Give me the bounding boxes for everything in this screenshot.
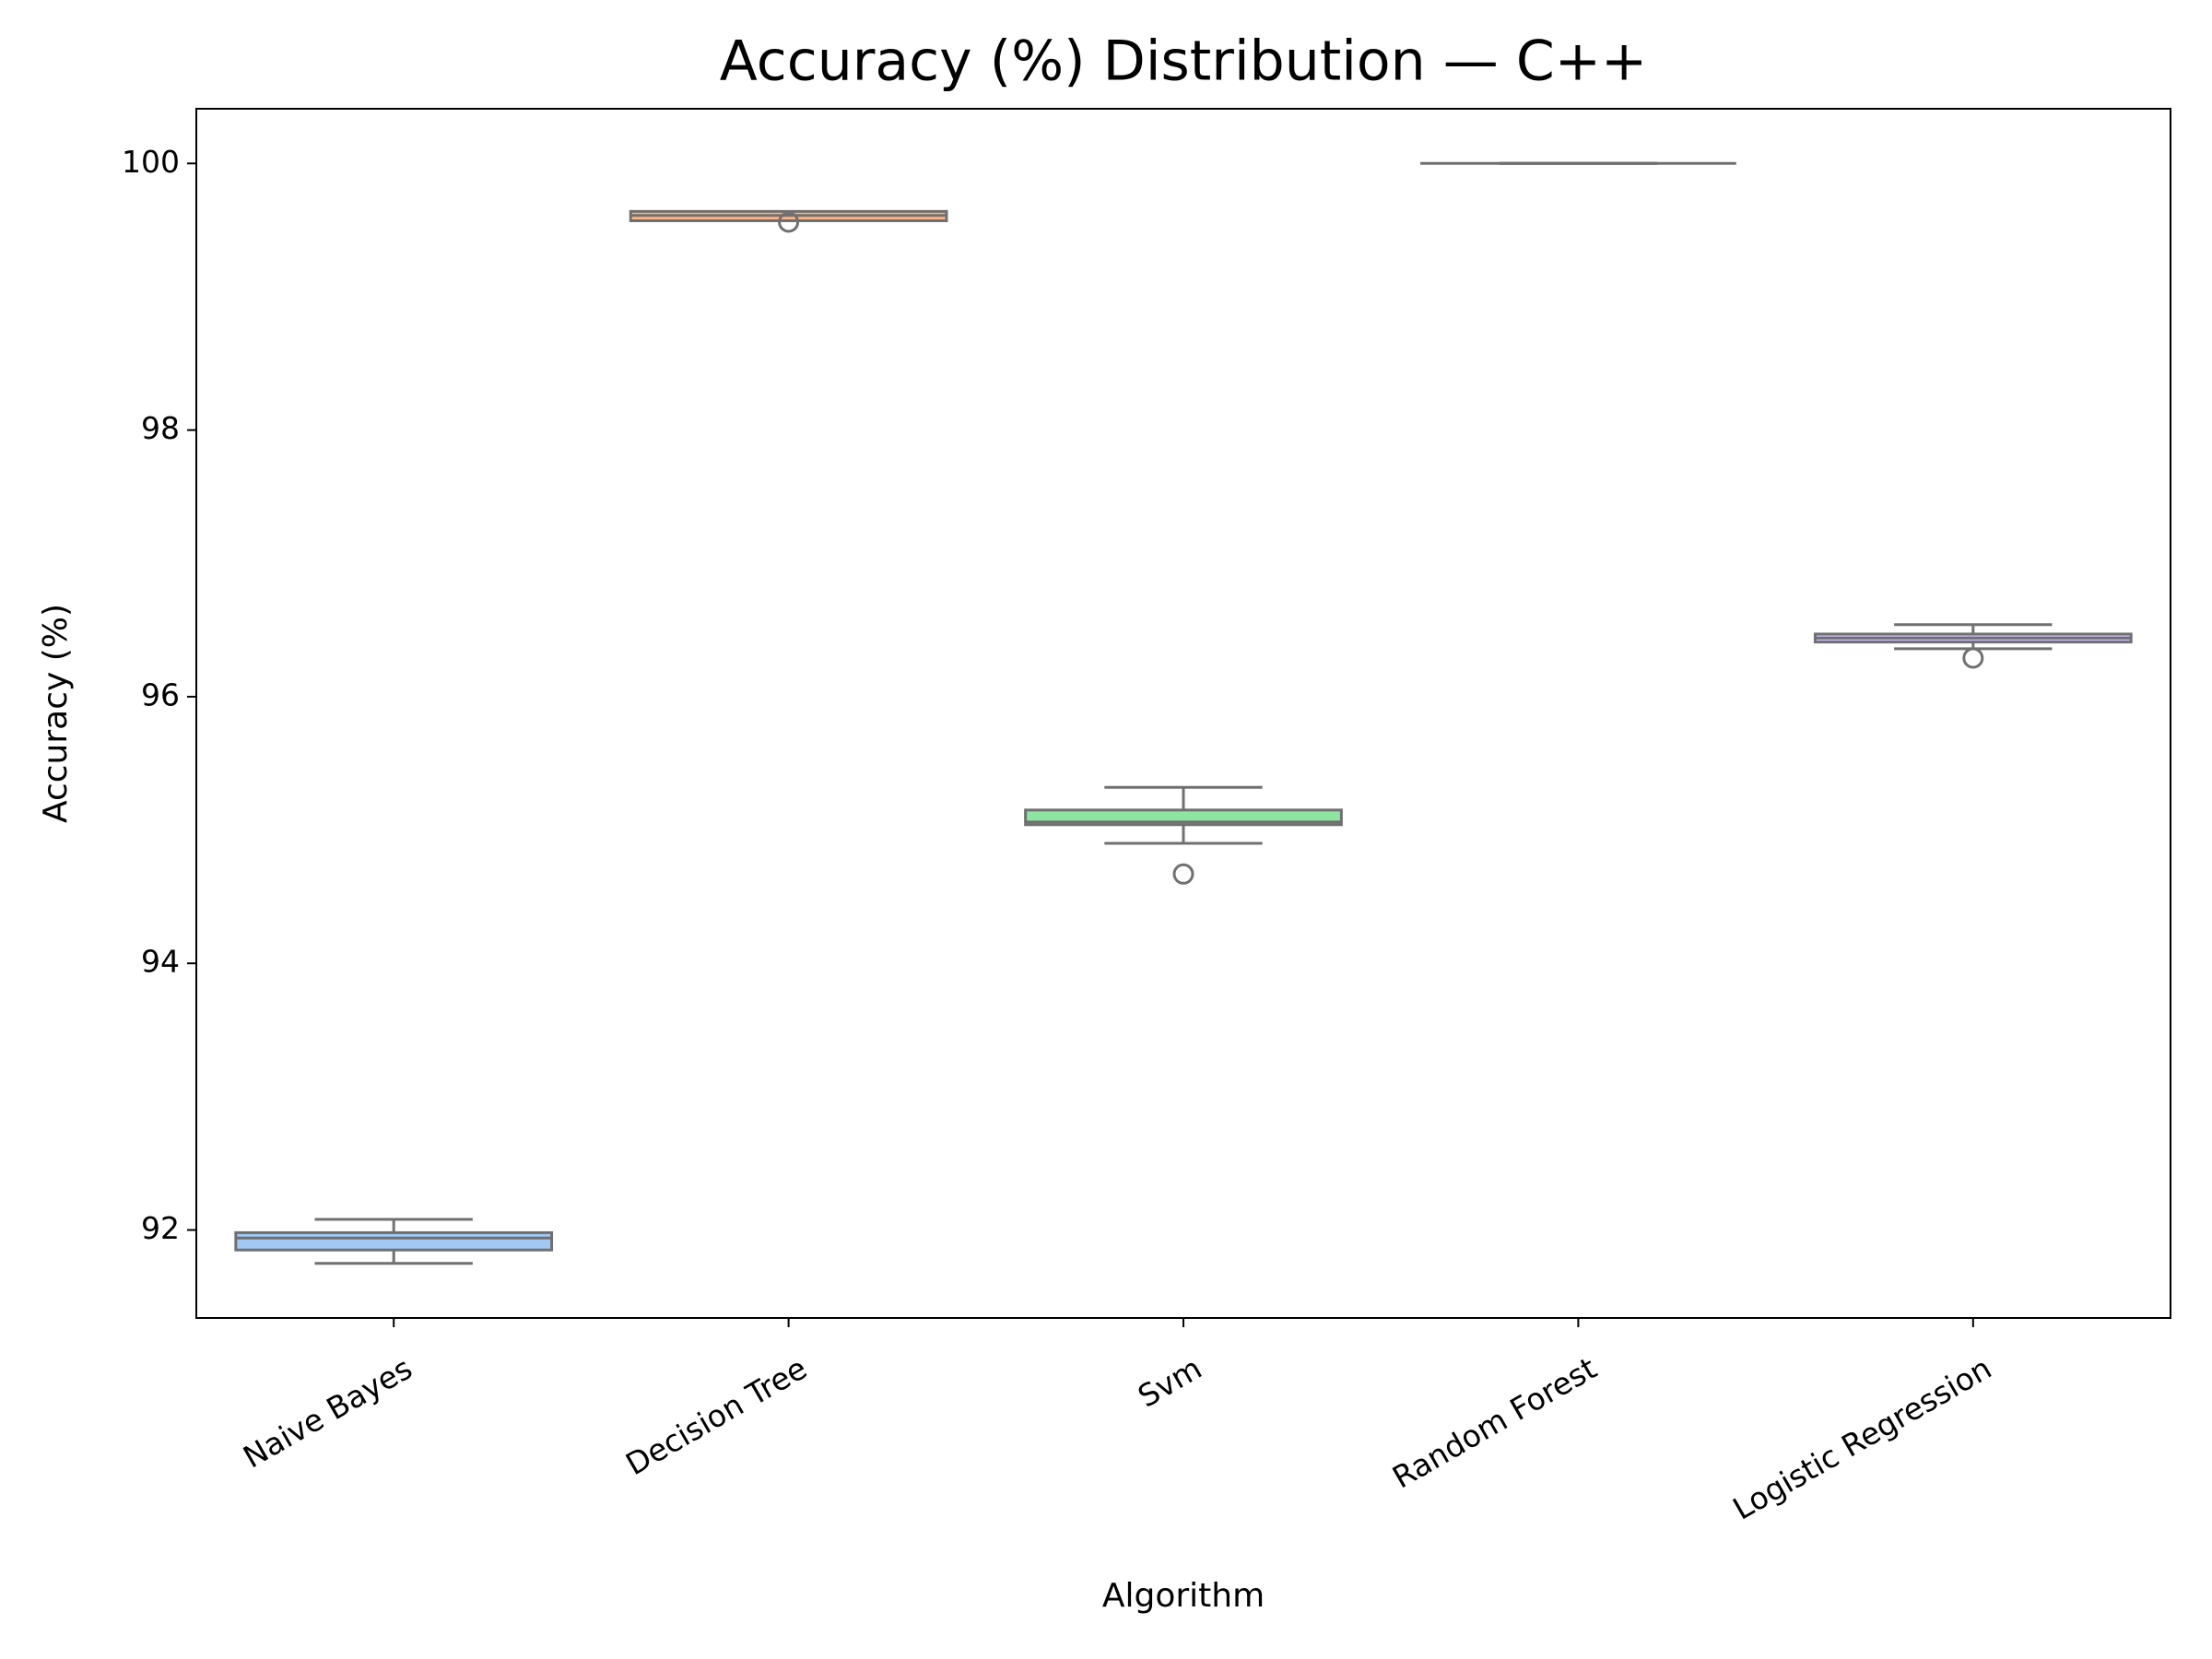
y-tick-label: 96 <box>141 677 180 712</box>
y-tick-label: 98 <box>141 410 180 446</box>
outlier <box>778 211 800 233</box>
y-tick-label: 92 <box>141 1210 180 1246</box>
x-tick-label: Svm <box>1132 1350 1207 1415</box>
plot-frame <box>195 108 2171 1319</box>
x-tick-label: Decision Tree <box>619 1350 813 1483</box>
x-tick-label: Random Forest <box>1386 1350 1603 1496</box>
x-axis-label: Algorithm <box>1102 1577 1265 1615</box>
outlier <box>1962 647 1984 669</box>
y-tick-label: 94 <box>141 944 180 980</box>
x-tick-label: Naive Bayes <box>237 1350 418 1476</box>
x-tick-label: Logistic Regression <box>1727 1350 1998 1527</box>
y-axis-label: Accuracy (%) <box>37 604 75 823</box>
chart-title: Accuracy (%) Distribution — C++ <box>720 29 1648 94</box>
box <box>234 1230 554 1252</box>
y-tick-label: 100 <box>122 144 180 180</box>
outlier <box>1172 863 1194 885</box>
